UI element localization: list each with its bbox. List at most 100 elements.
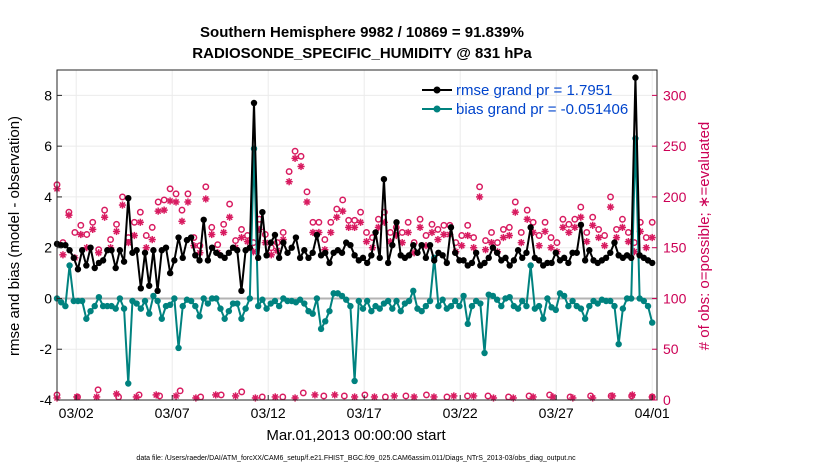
- bias-point: [514, 305, 522, 312]
- rmse-point: [259, 208, 266, 216]
- obs-possible-point: [428, 220, 436, 228]
- obs-evaluated-stroke: [464, 232, 471, 239]
- obs-evaluated-stroke: [268, 251, 275, 258]
- obs-possible-point: [434, 225, 442, 233]
- rmse-point: [376, 254, 383, 262]
- obs-evaluated-low-point: [331, 391, 339, 399]
- obs-evaluated-stroke: [476, 193, 483, 200]
- rmse-point: [468, 259, 476, 267]
- obs-evaluated-low-point: [450, 392, 458, 400]
- rmse-point: [418, 241, 425, 249]
- obs-evaluated-point: [101, 213, 109, 221]
- x-tick-label: 03/02: [59, 405, 94, 421]
- obs-evaluated-stroke: [167, 197, 174, 205]
- bias-point: [460, 292, 467, 300]
- obs-possible-point: [357, 208, 365, 216]
- obs-evaluated-point: [583, 238, 591, 246]
- rmse-point: [133, 247, 140, 254]
- obs-evaluated-stroke: [311, 391, 318, 398]
- obs-possible-point: [77, 221, 85, 229]
- bias-point: [447, 302, 455, 310]
- obs-evaluated-point: [202, 195, 210, 203]
- rmse-point: [91, 264, 98, 272]
- obs-evaluated-low-point: [430, 393, 438, 401]
- x-tick-label: 03/12: [251, 405, 286, 421]
- bias-point: [317, 325, 325, 333]
- obs-evaluated-point: [59, 251, 67, 259]
- rmse-point: [246, 244, 254, 251]
- rmse-point: [267, 239, 274, 246]
- obs-evaluated-stroke: [589, 222, 596, 229]
- obs-possible-point: [327, 218, 335, 226]
- obs-possible-point: [613, 225, 620, 233]
- obs-evaluated-low-point: [271, 393, 279, 401]
- obs-evaluated-stroke: [482, 246, 489, 253]
- obs-evaluated-point: [541, 227, 549, 236]
- obs-evaluated-stroke: [601, 242, 608, 249]
- obs-possible-point: [488, 229, 495, 236]
- rmse-point: [628, 254, 635, 262]
- obs-possible-point: [226, 200, 234, 208]
- bias-point: [435, 302, 442, 310]
- bias-point: [359, 305, 367, 312]
- obs-evaluated-stroke: [470, 392, 477, 400]
- x-axis-label: Mar.01,2013 00:00:00 start: [266, 427, 446, 444]
- rmse-point: [146, 282, 153, 289]
- bias-point: [120, 305, 128, 312]
- rmse-point: [187, 234, 195, 241]
- obs-evaluated-stroke: [488, 239, 495, 246]
- rmse-point: [204, 257, 212, 264]
- bias-point: [468, 302, 476, 310]
- rmse-point: [305, 254, 312, 262]
- obs-evaluated-stroke: [609, 392, 616, 400]
- obs-evaluated-stroke: [202, 195, 209, 203]
- obs-possible-point: [523, 206, 531, 214]
- obs-evaluated-stroke: [303, 198, 311, 206]
- obs-evaluated-point: [565, 228, 573, 237]
- rmse-point: [632, 74, 639, 81]
- rmse-point: [519, 254, 526, 262]
- bias-point: [628, 295, 635, 302]
- bias-point: [141, 297, 149, 305]
- bias-point: [368, 307, 375, 315]
- obs-possible-point: [166, 185, 174, 193]
- x-axis-ticks: 03/02 03/07 03/12 03/17 03/22 03/27 04/01: [59, 395, 670, 421]
- rmse-point: [368, 252, 375, 259]
- bias-point: [405, 297, 413, 305]
- bias-point: [322, 318, 329, 325]
- bias-point: [586, 302, 593, 310]
- rmse-point: [410, 241, 417, 249]
- obs-evaluated-stroke: [613, 234, 620, 241]
- obs-evaluated-point: [559, 223, 567, 231]
- obs-evaluated-point: [297, 162, 305, 171]
- obs-evaluated-stroke: [428, 229, 436, 236]
- obs-possible-point: [208, 223, 216, 231]
- obs-possible-point: [71, 229, 79, 236]
- obs-evaluated-low-point: [112, 390, 121, 398]
- bias-point: [254, 302, 262, 310]
- obs-evaluated-stroke: [153, 391, 160, 398]
- rmse-point: [472, 249, 480, 256]
- obs-evaluated-low-point: [93, 393, 101, 401]
- bias-point: [498, 302, 505, 310]
- bias-point: [410, 287, 417, 295]
- rmse-point: [309, 249, 316, 256]
- obs-evaluated-stroke: [595, 234, 602, 241]
- bias-point: [78, 297, 86, 305]
- rmse-point: [275, 254, 283, 262]
- obs-evaluated-point: [154, 207, 162, 215]
- obs-evaluated-stroke: [450, 392, 457, 400]
- right-tick-label: 250: [663, 138, 687, 154]
- obs-possible-low-point: [361, 391, 369, 399]
- obs-evaluated-stroke: [571, 224, 578, 231]
- obs-possible-point: [386, 229, 394, 236]
- bias-point: [439, 296, 446, 303]
- obs-evaluated-stroke: [345, 224, 352, 231]
- obs-evaluated-low-point: [628, 391, 636, 399]
- bias-point: [594, 300, 601, 307]
- obs-evaluated-point: [428, 228, 436, 237]
- obs-possible-point: [547, 234, 555, 241]
- obs-evaluated-stroke: [541, 228, 549, 235]
- obs-possible-point: [154, 198, 162, 206]
- right-tick-label: 50: [663, 341, 679, 357]
